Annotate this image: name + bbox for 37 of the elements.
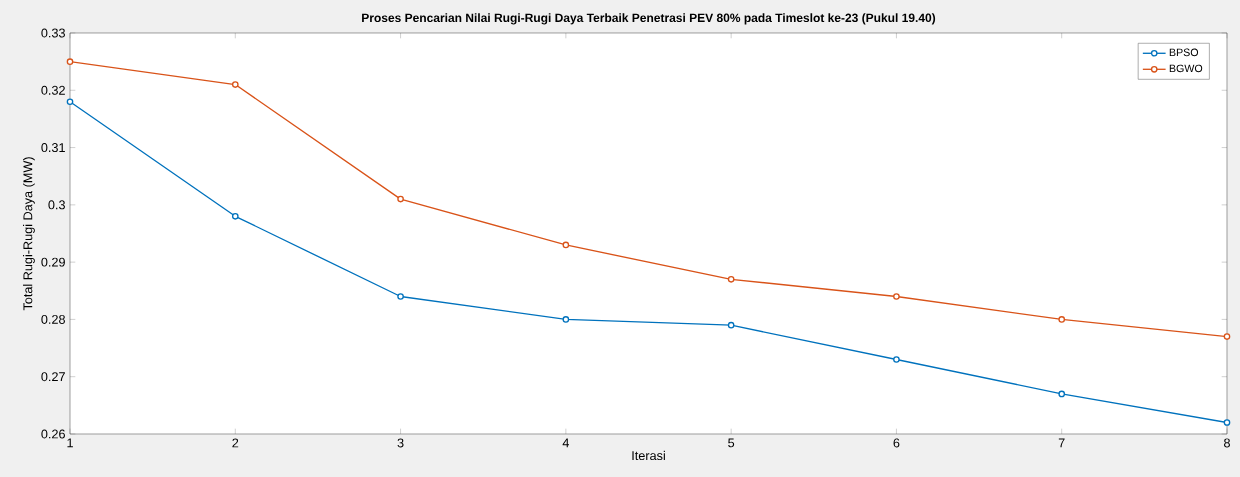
x-tick-label: 7 [1058, 438, 1065, 448]
x-tick-label: 4 [562, 438, 570, 448]
y-tick-label: 0.32 [41, 85, 65, 95]
point [727, 275, 735, 283]
y-tick-label: 0.27 [41, 372, 65, 382]
x-axis-title: Iterasi [632, 450, 665, 461]
x-tick-label: 8 [1224, 438, 1230, 448]
point [397, 195, 404, 203]
point [231, 212, 239, 220]
point [66, 58, 74, 65]
point [562, 316, 570, 323]
x-tick-label: 5 [728, 438, 735, 448]
y-tick-label: 0.3 [48, 200, 65, 210]
chart-title: Proses Pencarian Nilai Rugi-Rugi Daya Terbaik Penetrasi PEV 80% pada Timeslot ke-23 (Pukul 19.40) [362, 13, 936, 25]
point [66, 98, 74, 106]
x-tick-label: 2 [232, 438, 239, 448]
y-axis-title: Total Rugi-Rugi Daya (MW) [23, 157, 35, 311]
y-tick-label: 0.29 [41, 257, 65, 267]
legend-label: BGWO [1169, 64, 1203, 73]
point [893, 293, 900, 300]
x-tick-label: 6 [893, 438, 900, 448]
y-tick-label: 0.26 [41, 429, 65, 439]
y-tick-label: 0.28 [41, 314, 65, 324]
point [1058, 390, 1066, 398]
point [893, 356, 900, 363]
y-tick-label: 0.31 [41, 143, 65, 153]
y-tick-label: 0.33 [41, 28, 65, 38]
point [1223, 419, 1231, 426]
point [1223, 333, 1231, 340]
point [1058, 316, 1066, 323]
x-tick-label: 1 [67, 438, 73, 448]
point [562, 241, 570, 249]
legend-label: BPSO [1169, 48, 1199, 57]
point [397, 293, 404, 300]
point [231, 81, 239, 88]
point [727, 321, 735, 329]
x-tick-label: 3 [397, 438, 404, 448]
